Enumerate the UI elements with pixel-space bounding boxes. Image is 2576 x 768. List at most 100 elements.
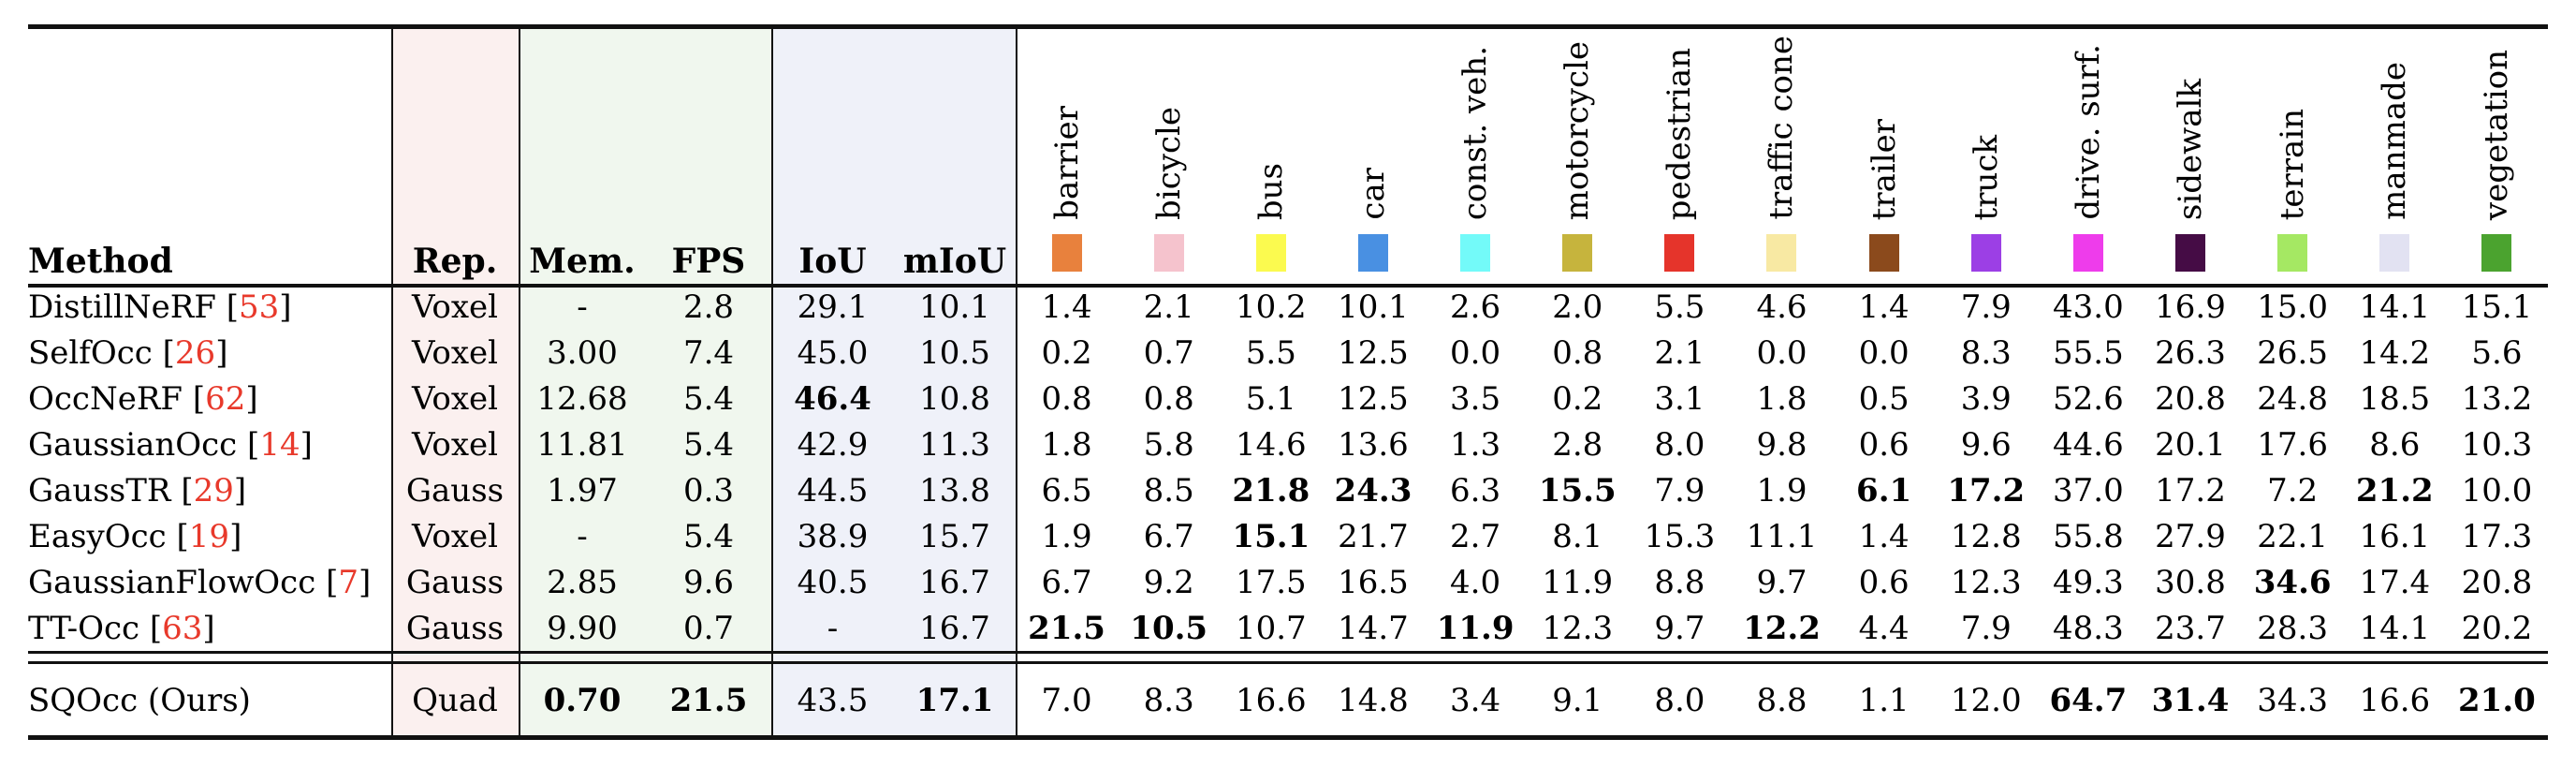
- class-color-swatch-const-veh: [1460, 234, 1491, 272]
- method-label: OccNeRF: [28, 379, 183, 418]
- class-header-bus: bus: [1220, 29, 1322, 284]
- cell-method-selfocc: SelfOcc [26]: [28, 333, 228, 372]
- cell-score-drive-surf: 49.3: [2053, 563, 2124, 601]
- cell-score-pedestrian: 8.0: [1654, 682, 1705, 719]
- cell-score-barrier: 6.7: [1041, 563, 1092, 601]
- method-label: GaussTR: [28, 471, 171, 510]
- cell-score-pedestrian: 3.1: [1654, 379, 1705, 418]
- cell-score-sidewalk: 23.7: [2155, 609, 2226, 647]
- cell-score-barrier: 1.4: [1041, 288, 1092, 326]
- class-color-swatch-vegetation: [2481, 234, 2512, 272]
- cell-score-drive-surf: 64.7: [2049, 682, 2128, 719]
- class-color-swatch-sidewalk: [2175, 234, 2206, 272]
- cell-rep: Gauss: [405, 609, 505, 647]
- cell-fps: 7.4: [682, 333, 735, 372]
- vertical-rule-fps-iou: [771, 29, 773, 735]
- cell-score-motorcycle: 9.1: [1552, 682, 1603, 719]
- cell-score-truck: 12.0: [1950, 682, 2022, 719]
- cell-miou: 10.5: [919, 333, 990, 372]
- class-header-terrain: terrain: [2242, 29, 2344, 284]
- cell-score-manmade: 16.6: [2359, 682, 2431, 719]
- citation-number: 29: [193, 471, 234, 510]
- cell-score-trailer: 1.4: [1858, 288, 1910, 326]
- cell-score-bus: 5.1: [1245, 379, 1296, 418]
- cell-score-bicycle: 6.7: [1143, 517, 1194, 555]
- class-header-sidewalk: sidewalk: [2139, 29, 2241, 284]
- cell-score-pedestrian: 8.0: [1654, 425, 1705, 464]
- class-label-trailer: trailer: [1865, 118, 1903, 220]
- cell-score-const-veh: 11.9: [1436, 609, 1515, 647]
- cell-score-sidewalk: 26.3: [2155, 333, 2226, 372]
- class-label-motorcycle: motorcycle: [1559, 40, 1597, 220]
- cell-method-sqocc-ours: SQOcc (Ours): [28, 666, 391, 735]
- cell-miou: 13.8: [919, 471, 990, 510]
- cell-mem: 1.97: [547, 471, 618, 510]
- cell-score-drive-surf: 48.3: [2053, 609, 2124, 647]
- cell-method-gausstr: GaussTR [29]: [28, 471, 247, 510]
- cell-mem: 3.00: [547, 333, 618, 372]
- class-label-barrier: barrier: [1047, 106, 1086, 220]
- class-label-drive-surf: drive. surf.: [2069, 44, 2107, 220]
- cell-score-motorcycle: 2.8: [1552, 425, 1603, 464]
- midrule-separator: [28, 651, 2548, 666]
- cell-score-traffic-cone: 1.9: [1756, 471, 1808, 510]
- cell-fps: 5.4: [682, 425, 735, 464]
- cell-fps: 21.5: [669, 682, 748, 719]
- cell-method-gaussianocc: GaussianOcc [14]: [28, 425, 313, 464]
- citation-number: 14: [259, 425, 300, 464]
- class-label-const-veh: const. veh.: [1456, 45, 1495, 220]
- class-header-trailer: trailer: [1833, 29, 1935, 284]
- cell-score-const-veh: 2.6: [1450, 288, 1501, 326]
- class-header-truck: truck: [1935, 29, 2037, 284]
- class-header-vegetation: vegetation: [2446, 29, 2548, 284]
- cell-score-traffic-cone: 4.6: [1756, 288, 1808, 326]
- class-color-swatch-drive-surf: [2072, 234, 2103, 272]
- cell-score-terrain: 24.8: [2257, 379, 2328, 418]
- class-header-pedestrian: pedestrian: [1629, 29, 1731, 284]
- cell-score-vegetation: 17.3: [2461, 517, 2533, 555]
- cell-rep: Voxel: [411, 288, 499, 326]
- cell-score-vegetation: 10.3: [2461, 425, 2533, 464]
- cell-score-vegetation: 20.2: [2461, 609, 2533, 647]
- method-label: GaussianOcc: [28, 425, 238, 464]
- cell-score-truck: 9.6: [1960, 425, 2012, 464]
- cell-score-car: 21.7: [1338, 517, 1409, 555]
- method-label: GaussianFlowOcc: [28, 563, 316, 601]
- col-header-method: Method: [28, 242, 173, 281]
- cell-score-car: 13.6: [1338, 425, 1409, 464]
- cell-score-car: 12.5: [1338, 379, 1409, 418]
- col-header-iou: IoU: [798, 242, 867, 281]
- cell-score-pedestrian: 15.3: [1644, 517, 1716, 555]
- cell-score-car: 14.8: [1338, 682, 1409, 719]
- cell-score-const-veh: 1.3: [1450, 425, 1501, 464]
- cell-score-drive-surf: 55.5: [2053, 333, 2124, 372]
- cell-method-distillnerf: DistillNeRF [53]: [28, 288, 292, 326]
- cell-score-trailer: 6.1: [1856, 471, 1912, 510]
- citation-number: 62: [205, 379, 246, 418]
- mem-fps-column-band: [519, 29, 771, 735]
- method-label: SQOcc (Ours): [28, 682, 251, 719]
- class-color-swatch-trailer: [1868, 234, 1899, 272]
- class-color-swatch-terrain: [2277, 234, 2308, 272]
- cell-iou: 45.0: [797, 333, 869, 372]
- cell-score-terrain: 34.3: [2257, 682, 2328, 719]
- cell-score-bicycle: 0.7: [1143, 333, 1194, 372]
- cell-iou: 29.1: [797, 288, 869, 326]
- cell-score-trailer: 0.6: [1858, 425, 1910, 464]
- top-rule: [28, 24, 2548, 29]
- cell-score-sidewalk: 20.8: [2155, 379, 2226, 418]
- cell-score-traffic-cone: 11.1: [1746, 517, 1818, 555]
- cell-score-motorcycle: 2.0: [1552, 288, 1603, 326]
- cell-mem: -: [577, 517, 588, 555]
- cell-score-motorcycle: 8.1: [1552, 517, 1603, 555]
- cell-score-const-veh: 4.0: [1450, 563, 1501, 601]
- cell-score-trailer: 0.5: [1858, 379, 1910, 418]
- method-label: TT-Occ: [28, 609, 140, 647]
- cell-fps: 0.3: [682, 471, 735, 510]
- cell-fps: 5.4: [682, 379, 735, 418]
- cell-score-barrier: 6.5: [1041, 471, 1092, 510]
- cell-score-bicycle: 5.8: [1143, 425, 1194, 464]
- ours-separator-rule-upper: [28, 651, 2548, 654]
- cell-method-occnerf: OccNeRF [62]: [28, 379, 258, 418]
